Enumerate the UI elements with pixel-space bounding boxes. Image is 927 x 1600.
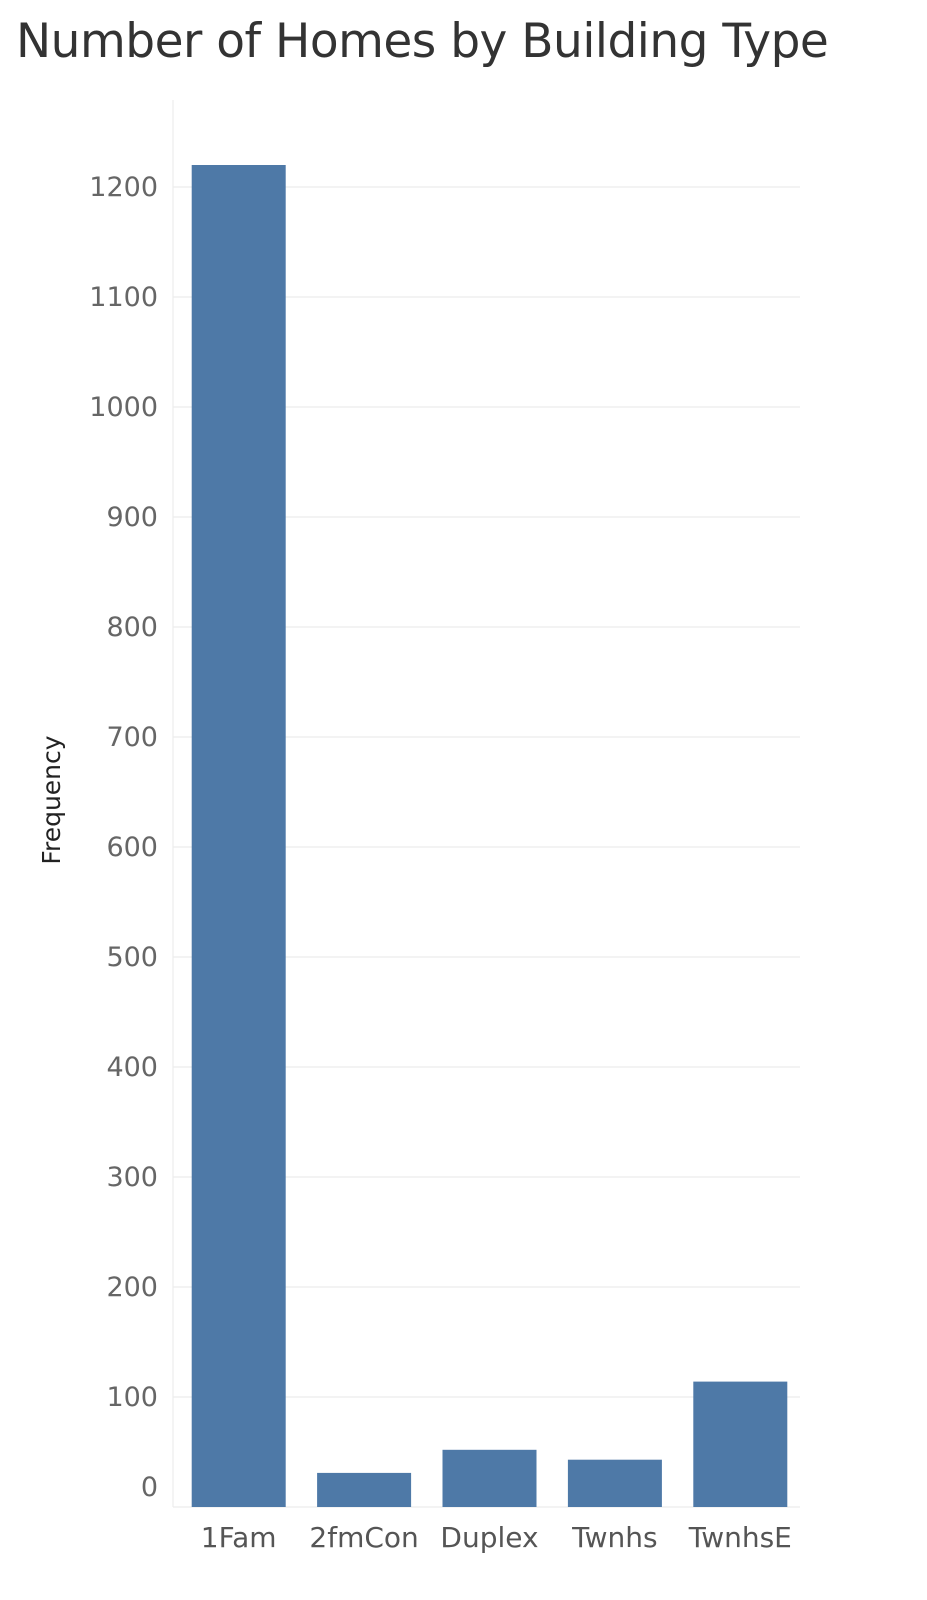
chart-title: Number of Homes by Building Type	[16, 14, 829, 69]
y-tick-label: 300	[106, 1162, 158, 1193]
y-tick-label: 800	[106, 612, 158, 643]
x-tick-label: Duplex	[440, 1521, 538, 1554]
bar-twnhs	[567, 1459, 662, 1507]
y-tick-label: 0	[141, 1472, 158, 1503]
x-tick-label: Twnhs	[571, 1521, 657, 1554]
x-tick-label: TwnhsE	[688, 1521, 792, 1554]
y-tick-label: 600	[106, 832, 158, 863]
y-tick-label: 1100	[89, 282, 158, 313]
bar-duplex	[442, 1449, 537, 1507]
y-axis-ticks: 0 100 200 300 400 500 600 700 800 900 1000 1100 1200	[89, 172, 158, 1503]
x-tick-label: 2fmCon	[309, 1521, 418, 1554]
x-tick-label: 1Fam	[201, 1521, 277, 1554]
y-tick-label: 100	[106, 1382, 158, 1413]
bar-2fmcon	[317, 1472, 412, 1507]
bars	[191, 165, 788, 1507]
y-tick-label: 900	[106, 502, 158, 533]
y-tick-label: 200	[106, 1272, 158, 1303]
y-tick-label: 500	[106, 942, 158, 973]
x-axis-ticks: 1Fam 2fmCon Duplex Twnhs TwnhsE	[201, 1521, 792, 1554]
y-tick-label: 1200	[89, 172, 158, 203]
y-tick-label: 400	[106, 1052, 158, 1083]
bar-twnhse	[693, 1381, 788, 1507]
y-axis-label: Frequency	[37, 735, 66, 864]
bar-1fam	[191, 165, 286, 1507]
y-tick-label: 1000	[89, 392, 158, 423]
y-tick-label: 700	[106, 722, 158, 753]
